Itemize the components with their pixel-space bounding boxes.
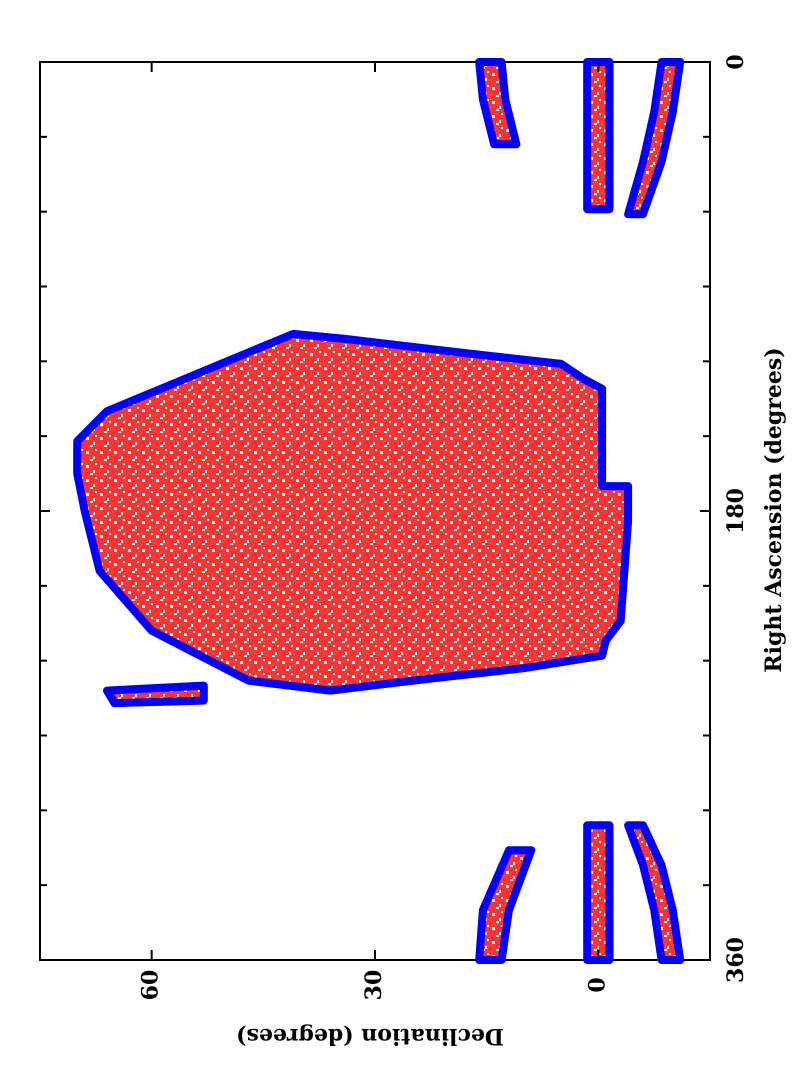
x-tick-label: 0: [723, 54, 749, 69]
y-tick-label: 60: [138, 970, 164, 1001]
y-tick-label: 30: [361, 970, 387, 1001]
sky-region: [624, 821, 685, 964]
sky-region: [73, 329, 633, 695]
sky-region: [475, 846, 536, 964]
x-axis-label: Right Ascension (degrees): [761, 347, 787, 672]
sky-region: [583, 821, 614, 964]
x-tick-label: 360: [723, 937, 749, 983]
sky-region: [103, 681, 208, 708]
sky-region: [475, 58, 521, 149]
x-tick-label: 180: [723, 488, 749, 534]
sky-region: [583, 58, 614, 214]
sky-region: [624, 58, 685, 219]
y-tick-label: 0: [584, 977, 610, 992]
y-axis-label: Declination (degrees): [236, 1023, 504, 1049]
